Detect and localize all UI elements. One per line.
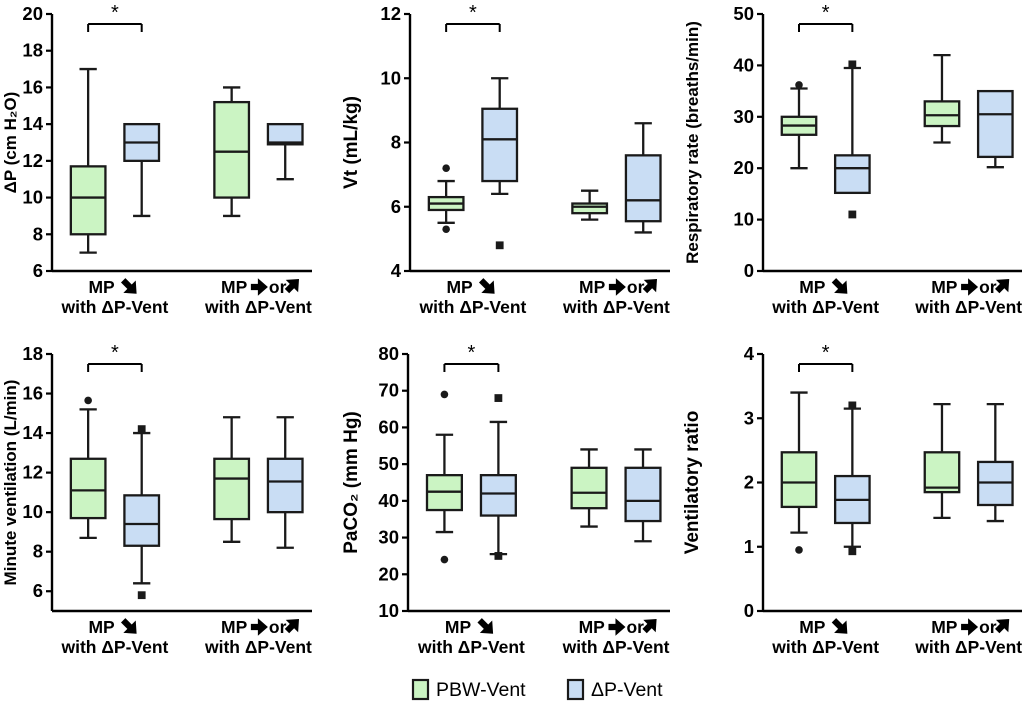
svg-text:ΔP-Vent: ΔP-Vent [591,679,663,701]
svg-text:with ΔP-Vent: with ΔP-Vent [914,637,1022,657]
svg-text:6: 6 [391,196,401,217]
svg-text:10: 10 [380,67,401,88]
svg-text:or: or [269,617,287,637]
svg-text:10: 10 [22,187,43,208]
svg-text:with ΔP-Vent: with ΔP-Vent [417,637,525,657]
svg-text:MP: MP [799,277,826,297]
svg-text:PBW-Vent: PBW-Vent [436,679,526,701]
svg-text:6: 6 [33,580,43,601]
svg-text:18: 18 [22,343,43,364]
svg-text:12: 12 [22,462,43,483]
svg-text:12: 12 [380,3,401,24]
svg-text:12: 12 [22,150,43,171]
svg-text:with ΔP-Vent: with ΔP-Vent [562,637,670,657]
svg-text:8: 8 [33,223,43,244]
svg-text:Minute ventilation (L/min): Minute ventilation (L/min) [1,380,20,586]
svg-text:MP: MP [931,277,958,297]
svg-text:80: 80 [378,343,399,364]
svg-text:20: 20 [22,3,43,24]
svg-text:8: 8 [391,132,401,153]
svg-text:10: 10 [378,600,399,621]
svg-text:or: or [979,617,997,637]
svg-text:PaCO₂ (mm Hg): PaCO₂ (mm Hg) [341,411,362,554]
svg-text:10: 10 [22,501,43,522]
svg-text:with ΔP-Vent: with ΔP-Vent [60,637,168,657]
svg-text:4: 4 [391,260,402,281]
svg-text:Vt (mL/kg): Vt (mL/kg) [341,96,362,189]
svg-text:30: 30 [378,527,399,548]
svg-text:50: 50 [733,3,754,24]
svg-text:16: 16 [22,383,43,404]
svg-text:MP: MP [221,617,248,637]
svg-text:Ventilatory ratio: Ventilatory ratio [682,411,703,555]
svg-text:16: 16 [22,76,43,97]
svg-text:MP: MP [88,617,115,637]
svg-text:14: 14 [22,422,43,443]
svg-text:with ΔP-Vent: with ΔP-Vent [204,637,312,657]
svg-text:with ΔP-Vent: with ΔP-Vent [771,297,879,317]
svg-text:8: 8 [33,541,43,562]
svg-text:*: * [111,2,119,24]
svg-text:*: * [822,2,830,24]
svg-text:with ΔP-Vent: with ΔP-Vent [418,297,526,317]
svg-text:4: 4 [744,343,755,364]
svg-text:or: or [269,277,287,297]
svg-text:6: 6 [33,260,43,281]
svg-text:MP: MP [579,617,606,637]
svg-text:2: 2 [744,472,754,493]
svg-text:MP: MP [88,277,115,297]
svg-text:or: or [979,277,997,297]
svg-text:18: 18 [22,40,43,61]
svg-text:*: * [822,342,830,364]
svg-text:MP: MP [221,277,248,297]
svg-text:MP: MP [579,277,606,297]
svg-text:or: or [627,277,645,297]
svg-text:70: 70 [378,380,399,401]
svg-text:Respiratory rate (breaths/min): Respiratory rate (breaths/min) [683,21,702,264]
svg-text:40: 40 [733,54,754,75]
svg-text:with ΔP-Vent: with ΔP-Vent [204,297,312,317]
svg-text:20: 20 [378,563,399,584]
svg-text:0: 0 [744,260,754,281]
svg-text:20: 20 [733,157,754,178]
svg-text:or: or [626,617,644,637]
svg-text:MP: MP [799,617,826,637]
svg-text:MP: MP [445,617,472,637]
svg-text:14: 14 [22,113,43,134]
svg-text:10: 10 [733,209,754,230]
svg-text:60: 60 [378,416,399,437]
svg-text:MP: MP [446,277,473,297]
svg-text:50: 50 [378,453,399,474]
svg-text:*: * [468,342,476,364]
svg-text:ΔP (cm H₂O): ΔP (cm H₂O) [1,92,20,194]
svg-text:with ΔP-Vent: with ΔP-Vent [60,297,168,317]
svg-text:*: * [469,2,477,24]
svg-text:*: * [111,342,119,364]
svg-text:with ΔP-Vent: with ΔP-Vent [914,297,1022,317]
svg-text:with ΔP-Vent: with ΔP-Vent [771,637,879,657]
svg-text:with ΔP-Vent: with ΔP-Vent [562,297,670,317]
svg-text:MP: MP [931,617,958,637]
svg-text:40: 40 [378,490,399,511]
svg-text:3: 3 [744,407,754,428]
svg-text:0: 0 [744,600,754,621]
svg-text:1: 1 [744,536,754,557]
svg-text:30: 30 [733,106,754,127]
